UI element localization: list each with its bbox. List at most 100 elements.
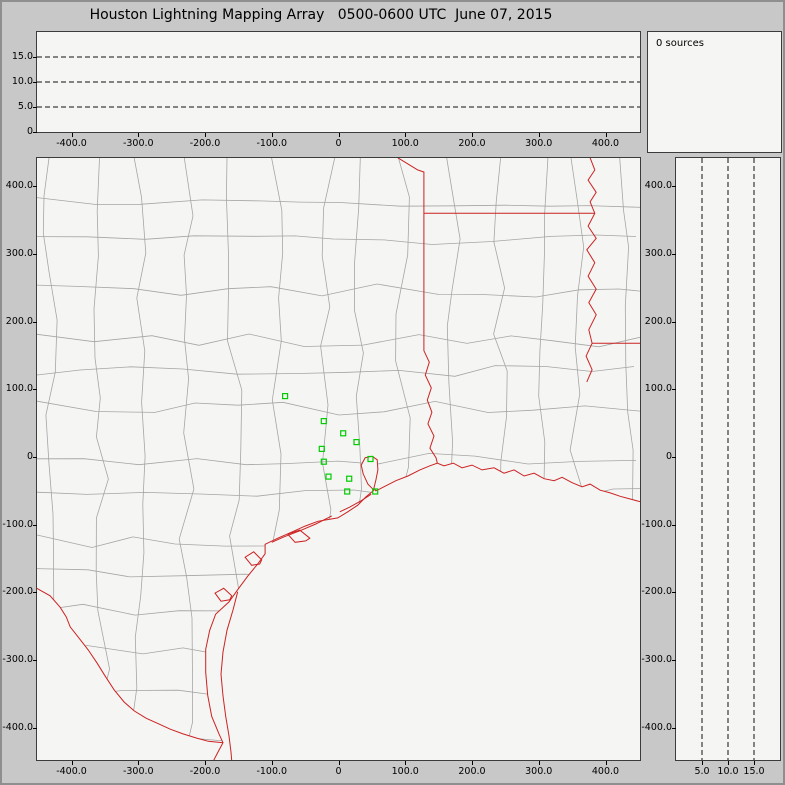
axis-tick [33, 524, 37, 526]
altitude-ew-panel[interactable] [36, 31, 641, 133]
tick-label: 200.0 [5, 315, 33, 327]
axis-tick [33, 82, 37, 83]
axis-tick [338, 133, 340, 137]
axis-tick [672, 253, 676, 255]
lma-station-marker [340, 430, 347, 437]
tick-label: -100.0 [641, 518, 672, 530]
axis-tick [472, 133, 473, 137]
tick-label: 400.0 [591, 138, 620, 149]
tick-label: -400.0 [56, 138, 87, 149]
altitude-ns-panel[interactable] [675, 157, 781, 761]
axis-tick [405, 761, 407, 765]
tick-label: 300.0 [525, 766, 553, 777]
axis-tick [672, 389, 676, 391]
barrier-island [271, 515, 333, 543]
tick-label: -300.0 [122, 138, 154, 149]
tick-label: 100.0 [391, 138, 419, 149]
tick-label: 0 [665, 451, 672, 462]
tick-label: 200.0 [644, 315, 672, 327]
tick-label: 0 [26, 126, 33, 137]
tick-label: 15.0 [11, 51, 33, 62]
tick-label: 100.0 [391, 766, 419, 777]
lma-stations [282, 393, 379, 495]
tick-label: 100.0 [5, 383, 33, 395]
rio-grande-border [37, 587, 224, 744]
axis-tick [672, 660, 676, 662]
lma-station-marker [367, 455, 374, 463]
axis-tick [271, 133, 273, 137]
axis-tick [33, 57, 37, 58]
tick-label: -200.0 [189, 138, 221, 149]
tick-label: 15.0 [743, 766, 765, 777]
county-boundaries [37, 158, 640, 743]
lma-station-marker [353, 439, 360, 446]
lma-station-marker [318, 445, 325, 452]
tick-label: -300.0 [122, 766, 154, 777]
bay-outline [286, 529, 311, 543]
axis-tick [605, 133, 607, 137]
lma-station-marker [344, 488, 351, 495]
axis-tick [754, 761, 755, 765]
tick-label: -400.0 [56, 766, 87, 777]
sources-count-label: 0 sources [656, 38, 704, 49]
axis-tick [33, 132, 37, 133]
axis-tick [472, 761, 473, 765]
lma-station-marker [282, 393, 289, 400]
axis-tick [71, 133, 73, 137]
axis-tick [538, 761, 540, 765]
tick-label: -100.0 [256, 766, 288, 777]
lma-station-marker [372, 488, 379, 495]
tick-label: 5.0 [694, 766, 710, 777]
axis-tick [205, 133, 206, 137]
tick-label: 10.0 [717, 766, 739, 777]
axis-tick [405, 133, 407, 137]
bay-outline [214, 587, 233, 602]
tick-label: 100.0 [644, 383, 672, 395]
altitude-ew-canvas [37, 56, 640, 108]
tick-label: -400.0 [641, 721, 672, 733]
axis-tick [138, 133, 140, 137]
axis-tick [205, 761, 206, 765]
tick-label: -300.0 [641, 654, 672, 666]
tick-label: 200.0 [458, 766, 486, 777]
tick-label: -400.0 [2, 721, 33, 733]
tick-label: -200.0 [189, 766, 221, 777]
axis-tick [33, 107, 37, 108]
tick-label: 5.0 [17, 101, 33, 112]
tick-label: 0 [335, 138, 342, 149]
tick-label: 400.0 [644, 180, 672, 192]
axis-tick [728, 761, 729, 765]
sources-count-panel[interactable]: 0 sources [647, 31, 782, 153]
tick-label: 0 [335, 766, 342, 777]
axis-tick [33, 592, 37, 594]
tick-label: -100.0 [2, 518, 33, 530]
axis-tick [702, 761, 703, 765]
axis-tick [33, 321, 37, 323]
tick-label: 400.0 [5, 180, 33, 192]
axis-tick [672, 186, 676, 188]
page-title: Houston Lightning Mapping Array 0500-060… [89, 7, 553, 23]
tick-label: 300.0 [525, 138, 553, 149]
axis-tick [672, 524, 676, 526]
plan-view-canvas [37, 158, 640, 760]
tick-label: -200.0 [2, 586, 33, 598]
barrier-island [220, 591, 239, 760]
tick-label: 300.0 [644, 247, 672, 259]
axis-tick [605, 761, 607, 765]
tick-label: -300.0 [2, 654, 33, 666]
axis-tick [338, 761, 340, 765]
axis-tick [71, 761, 73, 765]
plan-view-panel[interactable] [36, 157, 641, 761]
texas-louisiana-border [397, 158, 438, 464]
axis-tick [33, 727, 37, 729]
mississippi-river [585, 158, 597, 383]
tick-label: -100.0 [256, 138, 288, 149]
axis-tick [672, 727, 676, 729]
axis-tick [672, 592, 676, 594]
tick-label: -200.0 [641, 586, 672, 598]
axis-tick [33, 660, 37, 662]
state-borders [37, 158, 640, 760]
tick-label: 300.0 [5, 247, 33, 259]
axis-tick [138, 761, 140, 765]
